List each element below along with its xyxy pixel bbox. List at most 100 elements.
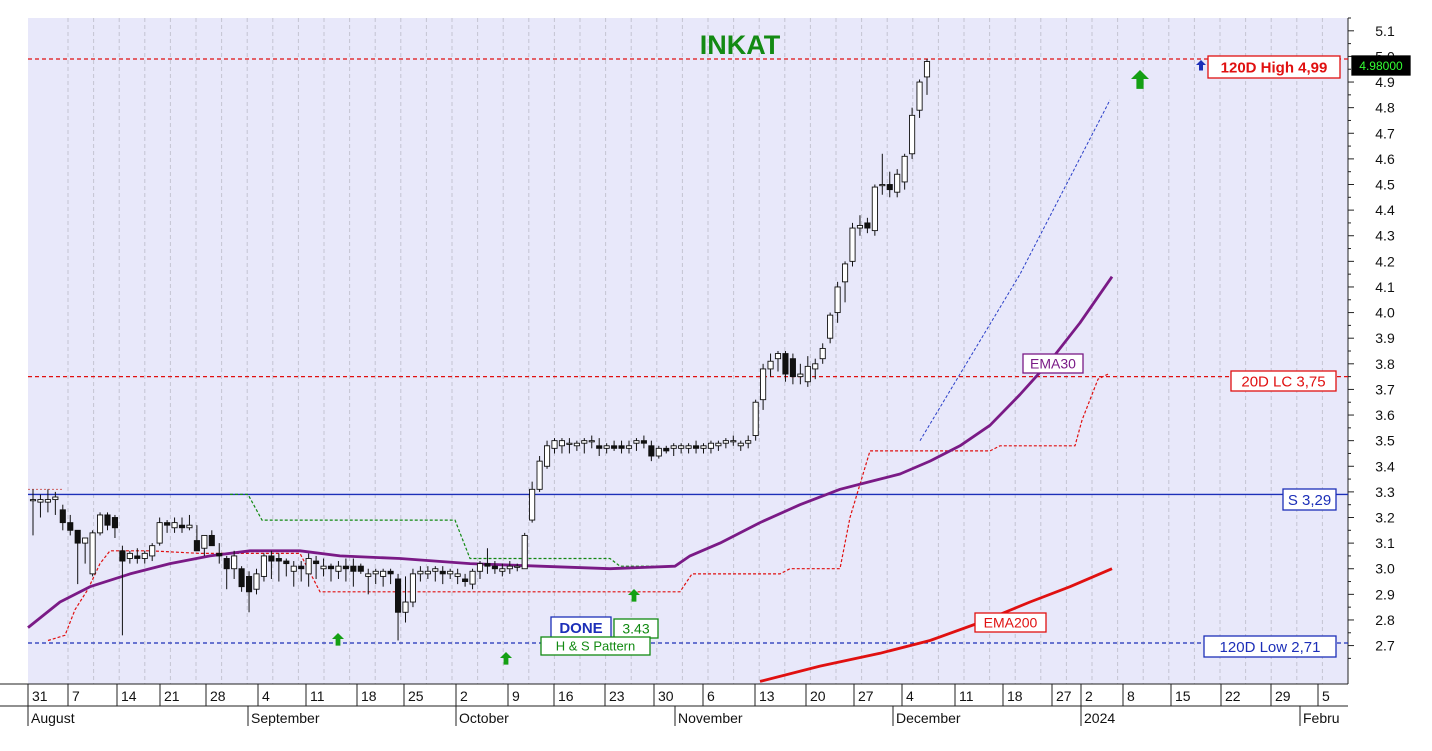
day-label: 23 [609, 688, 625, 704]
candle-body-down [596, 445, 603, 449]
candles [29, 58, 931, 641]
candle-body-down [298, 565, 305, 570]
candle-body-up [469, 570, 476, 585]
upper-channel-band [230, 493, 675, 567]
candle-body-up [566, 442, 573, 445]
day-label: 18 [1007, 688, 1023, 704]
candle-body-up [797, 373, 804, 378]
price-tick-label: 3.1 [1375, 535, 1395, 551]
candle-body-up [402, 601, 409, 613]
candle-body-up [89, 532, 96, 575]
candle-body-up [625, 445, 633, 449]
candle-body-up [685, 445, 692, 449]
candle-body-down [313, 560, 320, 565]
candle-body-down [59, 509, 66, 524]
lc-20d-label-box [1230, 370, 1337, 392]
candle-body-up [573, 442, 580, 447]
pattern-label: H & S Pattern [556, 639, 635, 654]
price-tick-label: 3.6 [1375, 407, 1395, 423]
day-label: 25 [408, 688, 424, 704]
day-label: 11 [310, 688, 325, 704]
level-lines [28, 58, 1348, 644]
candle-body-down [216, 552, 223, 557]
candle-body-down [782, 353, 789, 375]
price-tick-label: 4.2 [1375, 253, 1395, 269]
month-label: 2024 [1084, 710, 1115, 726]
price-tick-label: 3.8 [1375, 356, 1395, 372]
candle-body-down [663, 447, 670, 452]
chart-title: INKAT [700, 30, 781, 60]
candle-body-up [365, 573, 372, 577]
candle-body-down [648, 445, 655, 457]
ema30-line [27, 275, 1114, 629]
candle-body-up [551, 440, 558, 449]
day-label: 15 [1175, 688, 1191, 704]
time-axis: 31 7 14 21 28 4 11 18 25 2 9 16 23 30 6 13 20 27 4 11 18 27 2 8… [0, 683, 1348, 726]
candle-body-up [231, 555, 238, 570]
day-label: 20 [810, 688, 826, 704]
candle-body-up [171, 522, 178, 529]
high-120d-label: 120D High 4,99 [1221, 59, 1328, 76]
price-tick-label: 3.7 [1375, 381, 1395, 397]
candle-body-up [417, 570, 424, 575]
month-label: October [459, 710, 509, 726]
day-label: 9 [512, 688, 520, 704]
candle-body-up [29, 499, 37, 502]
month-label: Febru [1303, 710, 1340, 726]
lower-channel-band [47, 373, 1109, 642]
candle-body-up [834, 286, 841, 314]
candle-body-down [164, 522, 171, 526]
day-label: 31 [32, 688, 48, 704]
day-label: 2 [460, 688, 468, 704]
candle-body-down [789, 358, 796, 378]
candle-body-up [544, 445, 551, 467]
candle-body-up [409, 573, 417, 603]
candle-body-up [849, 227, 856, 262]
candle-body-down [208, 534, 215, 547]
candle-body-down [491, 565, 498, 570]
candle-body-up [44, 499, 51, 503]
candle-body-up [476, 563, 484, 572]
candle-body-down [886, 184, 893, 191]
day-label: 14 [121, 688, 137, 704]
candle-body-up [514, 565, 521, 568]
candle-body-down [693, 445, 700, 449]
candle-body-up [529, 488, 536, 521]
candle-body-down [439, 570, 446, 575]
day-label: 13 [759, 688, 775, 704]
candle-body-up [290, 565, 297, 572]
candle-body-down [350, 565, 357, 572]
candle-body-down [327, 565, 335, 570]
candle-body-up [186, 524, 193, 529]
price-axis-panel [1348, 18, 1432, 684]
candle-body-up [901, 155, 908, 183]
candle-body-up [82, 537, 89, 544]
buy-signal-arrow [628, 589, 640, 602]
candle-body-down [178, 524, 186, 529]
support-label: S 3,29 [1288, 492, 1331, 509]
day-label: 11 [959, 688, 974, 704]
done-label: DONE [559, 620, 602, 637]
candle-body-up [871, 186, 878, 232]
ema30-label-box [1022, 353, 1084, 374]
day-label: 8 [1127, 688, 1135, 704]
candle-body-up [760, 368, 767, 401]
ema200-line [759, 567, 1113, 683]
price-tick-label: 4.5 [1375, 177, 1395, 193]
time-axis-panel [0, 684, 1432, 746]
candle-body-up [320, 565, 327, 570]
price-tick-label: 3.4 [1375, 458, 1395, 474]
candle-body-down [104, 514, 111, 526]
candle-body-up [253, 573, 260, 590]
day-label: 2 [1085, 688, 1093, 704]
candle-body-down [245, 575, 253, 593]
candle-body-up [156, 522, 163, 544]
candle-body-up [737, 442, 744, 447]
candle-body-up [633, 440, 640, 444]
price-tick-label: 4.0 [1375, 305, 1395, 321]
candle-body-up [909, 114, 916, 155]
day-label: 30 [658, 688, 674, 704]
price-tick-label: 3.2 [1375, 510, 1395, 526]
candle-body-down [275, 558, 282, 562]
pattern-label-box [540, 636, 651, 656]
